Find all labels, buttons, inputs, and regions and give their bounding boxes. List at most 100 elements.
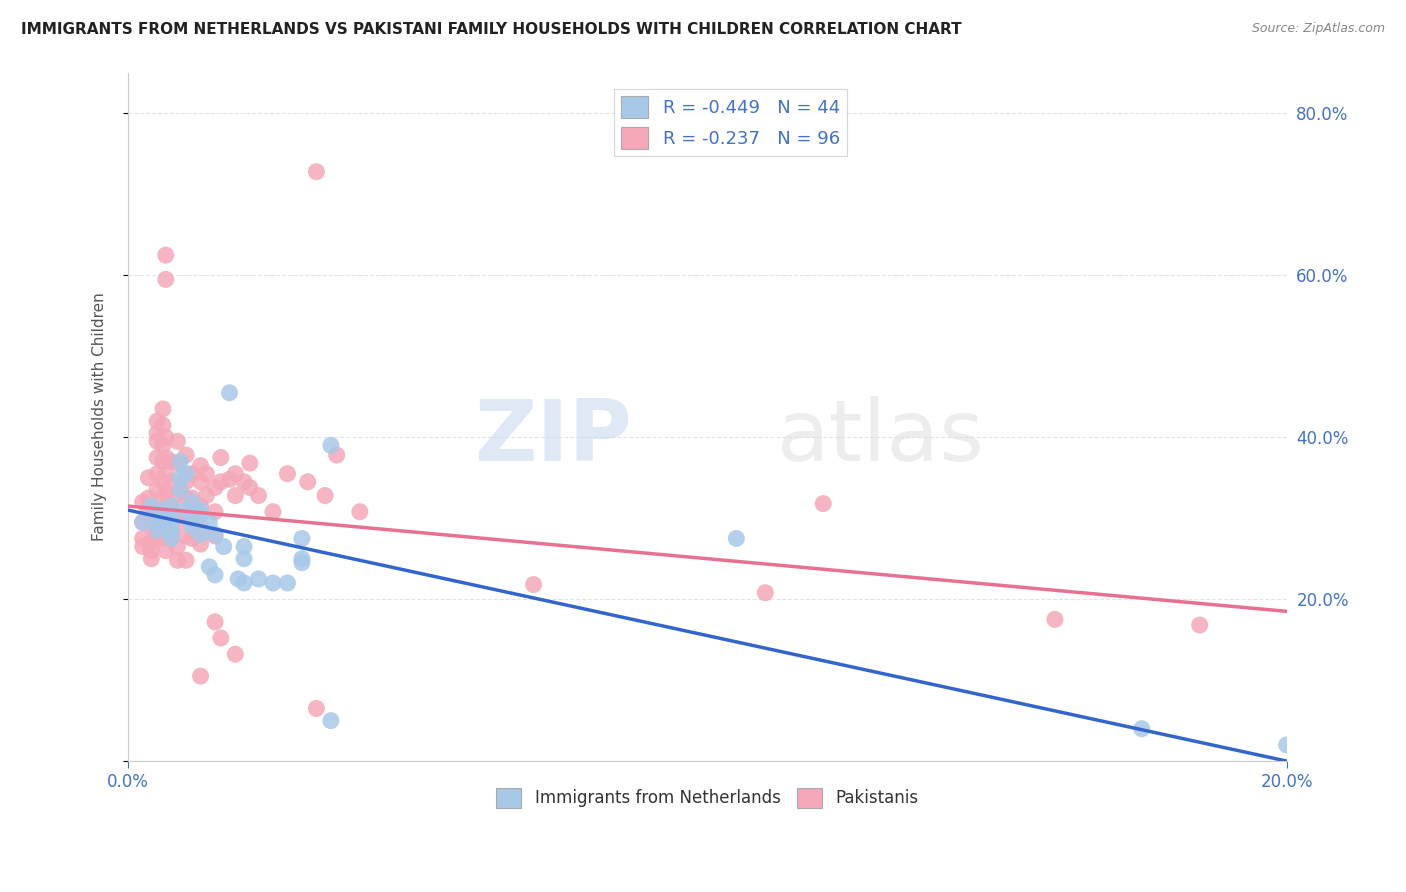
Point xyxy=(169,454,191,468)
Point xyxy=(160,507,183,521)
Point xyxy=(166,516,188,530)
Point xyxy=(190,458,212,473)
Point xyxy=(146,426,169,441)
Point xyxy=(226,572,249,586)
Point xyxy=(195,489,218,503)
Point xyxy=(152,475,174,489)
Point xyxy=(247,489,270,503)
Point xyxy=(180,467,202,481)
Point xyxy=(276,576,298,591)
Point xyxy=(305,701,328,715)
Point xyxy=(190,669,212,683)
Point xyxy=(160,499,183,513)
Point xyxy=(190,521,212,535)
Point xyxy=(160,524,183,538)
Point xyxy=(166,553,188,567)
Point xyxy=(138,471,160,485)
Point xyxy=(169,471,191,485)
Point xyxy=(146,532,169,546)
Point xyxy=(813,497,835,511)
Text: Source: ZipAtlas.com: Source: ZipAtlas.com xyxy=(1251,22,1385,36)
Point xyxy=(160,454,183,468)
Point xyxy=(131,532,153,546)
Point xyxy=(209,475,232,489)
Point xyxy=(180,519,202,533)
Point xyxy=(155,467,177,481)
Point xyxy=(131,516,153,530)
Point xyxy=(146,414,169,428)
Point xyxy=(180,491,202,505)
Point xyxy=(146,450,169,465)
Point xyxy=(198,559,221,574)
Point xyxy=(262,576,284,591)
Point xyxy=(218,472,240,486)
Point xyxy=(174,529,197,543)
Point xyxy=(146,524,169,538)
Point xyxy=(209,631,232,645)
Point xyxy=(319,438,342,452)
Point xyxy=(141,551,163,566)
Point xyxy=(160,516,183,530)
Point xyxy=(349,505,371,519)
Point xyxy=(180,495,202,509)
Point xyxy=(291,532,314,546)
Point xyxy=(239,456,262,470)
Point xyxy=(146,503,169,517)
Point xyxy=(1188,618,1211,632)
Point xyxy=(160,516,183,530)
Point xyxy=(233,475,256,489)
Text: ZIP: ZIP xyxy=(474,396,633,479)
Point xyxy=(160,475,183,489)
Point xyxy=(160,532,183,546)
Point xyxy=(152,491,174,505)
Point xyxy=(754,585,776,599)
Point xyxy=(152,511,174,525)
Point xyxy=(146,483,169,497)
Point xyxy=(209,450,232,465)
Point xyxy=(152,418,174,433)
Point xyxy=(131,540,153,554)
Point xyxy=(146,434,169,449)
Point xyxy=(195,467,218,481)
Point xyxy=(174,467,197,481)
Point xyxy=(247,572,270,586)
Point xyxy=(155,487,177,501)
Point xyxy=(141,543,163,558)
Text: IMMIGRANTS FROM NETHERLANDS VS PAKISTANI FAMILY HOUSEHOLDS WITH CHILDREN CORRELA: IMMIGRANTS FROM NETHERLANDS VS PAKISTANI… xyxy=(21,22,962,37)
Point xyxy=(190,503,212,517)
Point xyxy=(204,529,226,543)
Point xyxy=(152,401,174,416)
Point xyxy=(291,551,314,566)
Point xyxy=(325,448,347,462)
Point xyxy=(239,480,262,494)
Point xyxy=(218,385,240,400)
Point xyxy=(141,499,163,513)
Point xyxy=(190,475,212,489)
Point xyxy=(204,505,226,519)
Y-axis label: Family Households with Children: Family Households with Children xyxy=(93,293,107,541)
Point xyxy=(190,527,212,541)
Point xyxy=(152,503,174,517)
Point xyxy=(166,540,188,554)
Point xyxy=(233,576,256,591)
Point xyxy=(155,248,177,262)
Point xyxy=(138,503,160,517)
Point xyxy=(190,507,212,521)
Point xyxy=(141,535,163,549)
Point xyxy=(297,475,319,489)
Point xyxy=(152,438,174,452)
Point xyxy=(319,714,342,728)
Point xyxy=(146,516,169,530)
Point xyxy=(146,516,169,530)
Point xyxy=(155,450,177,465)
Point xyxy=(155,532,177,546)
Point xyxy=(305,165,328,179)
Point xyxy=(276,467,298,481)
Point xyxy=(152,524,174,538)
Point xyxy=(131,495,153,509)
Legend: Immigrants from Netherlands, Pakistanis: Immigrants from Netherlands, Pakistanis xyxy=(489,781,925,814)
Point xyxy=(166,456,188,470)
Point xyxy=(204,480,226,494)
Point xyxy=(291,556,314,570)
Point xyxy=(146,467,169,481)
